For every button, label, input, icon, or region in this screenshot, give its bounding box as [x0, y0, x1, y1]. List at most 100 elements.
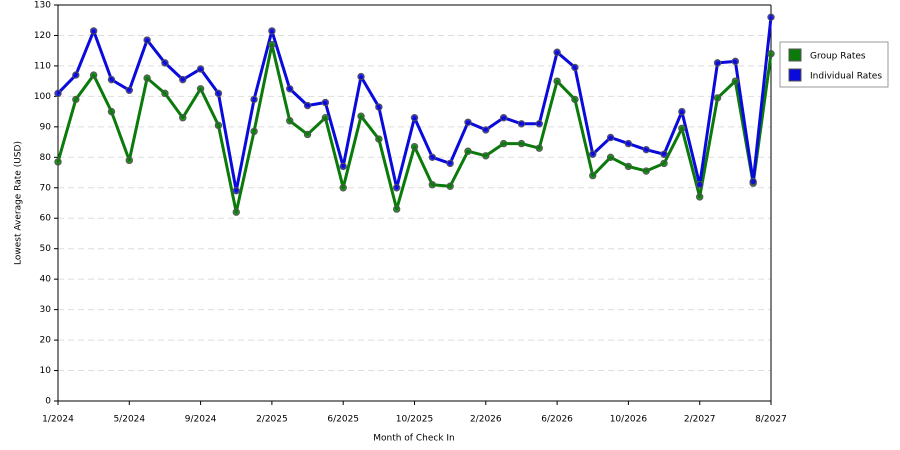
- data-point: [535, 144, 543, 152]
- data-point: [72, 95, 80, 104]
- data-point: [357, 112, 365, 120]
- data-point: [589, 150, 597, 158]
- data-point: [357, 72, 365, 81]
- data-point: [482, 126, 490, 134]
- y-tick-label: 30: [40, 305, 52, 315]
- data-point: [767, 13, 775, 21]
- x-tick-label: 2/2025: [256, 415, 288, 425]
- data-point: [72, 71, 80, 79]
- data-point: [749, 177, 757, 186]
- y-tick-label: 40: [40, 275, 52, 285]
- data-point: [660, 159, 668, 168]
- data-point: [624, 139, 633, 148]
- data-point: [268, 27, 276, 35]
- y-tick-label: 120: [34, 31, 51, 41]
- data-point: [660, 150, 668, 158]
- data-point: [161, 89, 169, 98]
- data-point: [731, 57, 740, 66]
- y-tick-label: 60: [40, 214, 52, 224]
- data-point: [250, 95, 258, 104]
- data-point: [196, 65, 205, 73]
- data-point: [410, 142, 419, 151]
- legend-label: Individual Rates: [810, 72, 882, 82]
- data-point: [482, 152, 490, 160]
- data-point: [464, 147, 472, 155]
- y-tick-label: 80: [40, 153, 52, 163]
- x-axis-label: Month of Check In: [373, 434, 455, 444]
- data-point: [179, 114, 187, 122]
- data-point: [143, 74, 151, 82]
- y-tick-label: 100: [34, 92, 51, 102]
- data-point: [678, 124, 686, 133]
- data-point: [196, 85, 205, 93]
- data-point: [571, 95, 579, 104]
- x-tick-label: 2/2026: [470, 415, 502, 425]
- data-point: [392, 205, 401, 213]
- data-point: [214, 89, 223, 98]
- data-point: [606, 133, 615, 142]
- data-point: [517, 120, 526, 128]
- data-point: [286, 85, 294, 93]
- data-point: [143, 36, 151, 44]
- data-point: [375, 135, 383, 143]
- data-point: [446, 182, 454, 190]
- series-line: [56, 43, 773, 214]
- data-point: [107, 75, 116, 84]
- data-point: [606, 153, 615, 162]
- data-point: [321, 114, 330, 122]
- data-point: [89, 71, 98, 79]
- data-point: [232, 208, 240, 216]
- y-tick-label: 50: [40, 244, 52, 254]
- data-point: [161, 59, 169, 67]
- data-point: [678, 107, 686, 116]
- x-tick-label: 9/2024: [185, 415, 217, 425]
- data-point: [375, 103, 383, 111]
- x-tick-label: 10/2025: [396, 415, 433, 425]
- data-point: [410, 114, 419, 122]
- data-point: [499, 114, 508, 122]
- data-point: [428, 153, 437, 162]
- y-tick-label: 10: [40, 366, 52, 376]
- data-point: [767, 50, 775, 58]
- x-tick-label: 1/2024: [42, 415, 74, 425]
- data-point: [535, 120, 543, 128]
- data-point: [286, 117, 294, 125]
- x-tick-label: 10/2026: [610, 415, 648, 425]
- x-tick-label: 5/2024: [113, 415, 145, 425]
- data-point: [250, 127, 258, 136]
- data-point: [517, 139, 526, 148]
- data-point: [713, 59, 722, 67]
- data-point: [428, 181, 437, 189]
- data-point: [553, 77, 561, 85]
- data-point: [731, 77, 740, 85]
- data-point: [303, 101, 312, 110]
- data-point: [321, 98, 330, 107]
- y-tick-label: 130: [34, 1, 51, 11]
- legend-swatch: [788, 68, 802, 82]
- y-tick-label: 110: [34, 61, 51, 71]
- y-tick-label: 90: [40, 122, 52, 132]
- y-tick-label: 70: [40, 183, 52, 193]
- data-point: [339, 162, 347, 171]
- data-point: [642, 167, 650, 175]
- data-point: [214, 121, 223, 130]
- y-axis-label: Lowest Average Rate (USD): [14, 141, 24, 265]
- legend-label: Group Rates: [810, 52, 866, 62]
- data-point: [89, 27, 98, 35]
- data-point: [339, 184, 347, 192]
- data-point: [392, 184, 401, 192]
- data-point: [696, 181, 704, 189]
- data-point: [624, 162, 633, 171]
- data-point: [54, 158, 62, 166]
- data-point: [125, 156, 134, 165]
- data-point: [179, 75, 187, 84]
- x-tick-label: 2/2027: [684, 415, 716, 425]
- data-point: [125, 86, 134, 94]
- legend-swatch: [788, 48, 802, 62]
- data-point: [268, 40, 276, 49]
- data-point: [696, 193, 704, 201]
- data-point: [303, 130, 312, 139]
- data-point: [107, 107, 116, 116]
- x-tick-label: 8/2027: [755, 415, 787, 425]
- data-point: [571, 63, 579, 72]
